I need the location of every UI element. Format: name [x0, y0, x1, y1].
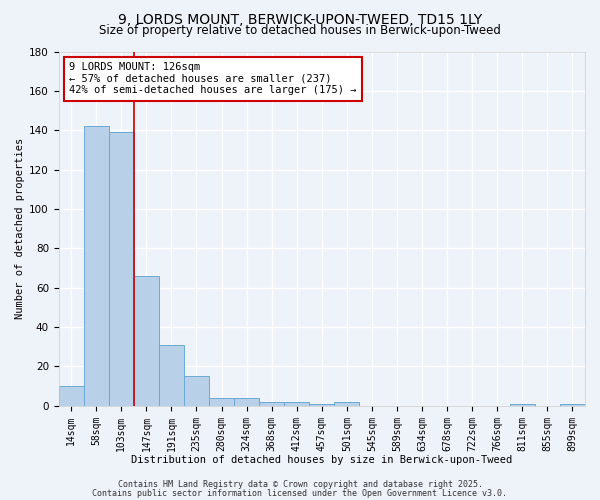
Text: 9 LORDS MOUNT: 126sqm
← 57% of detached houses are smaller (237)
42% of semi-det: 9 LORDS MOUNT: 126sqm ← 57% of detached …: [69, 62, 356, 96]
Bar: [510, 404, 535, 406]
Bar: [234, 398, 259, 406]
Bar: [209, 398, 234, 406]
Bar: [334, 402, 359, 406]
X-axis label: Distribution of detached houses by size in Berwick-upon-Tweed: Distribution of detached houses by size …: [131, 455, 512, 465]
Y-axis label: Number of detached properties: Number of detached properties: [15, 138, 25, 320]
Bar: [109, 132, 134, 406]
Text: Size of property relative to detached houses in Berwick-upon-Tweed: Size of property relative to detached ho…: [99, 24, 501, 37]
Bar: [560, 404, 585, 406]
Bar: [259, 402, 284, 406]
Text: 9, LORDS MOUNT, BERWICK-UPON-TWEED, TD15 1LY: 9, LORDS MOUNT, BERWICK-UPON-TWEED, TD15…: [118, 12, 482, 26]
Bar: [59, 386, 84, 406]
Bar: [134, 276, 159, 406]
Bar: [284, 402, 309, 406]
Bar: [84, 126, 109, 406]
Bar: [159, 345, 184, 406]
Bar: [309, 404, 334, 406]
Text: Contains HM Land Registry data © Crown copyright and database right 2025.: Contains HM Land Registry data © Crown c…: [118, 480, 482, 489]
Bar: [184, 376, 209, 406]
Text: Contains public sector information licensed under the Open Government Licence v3: Contains public sector information licen…: [92, 488, 508, 498]
